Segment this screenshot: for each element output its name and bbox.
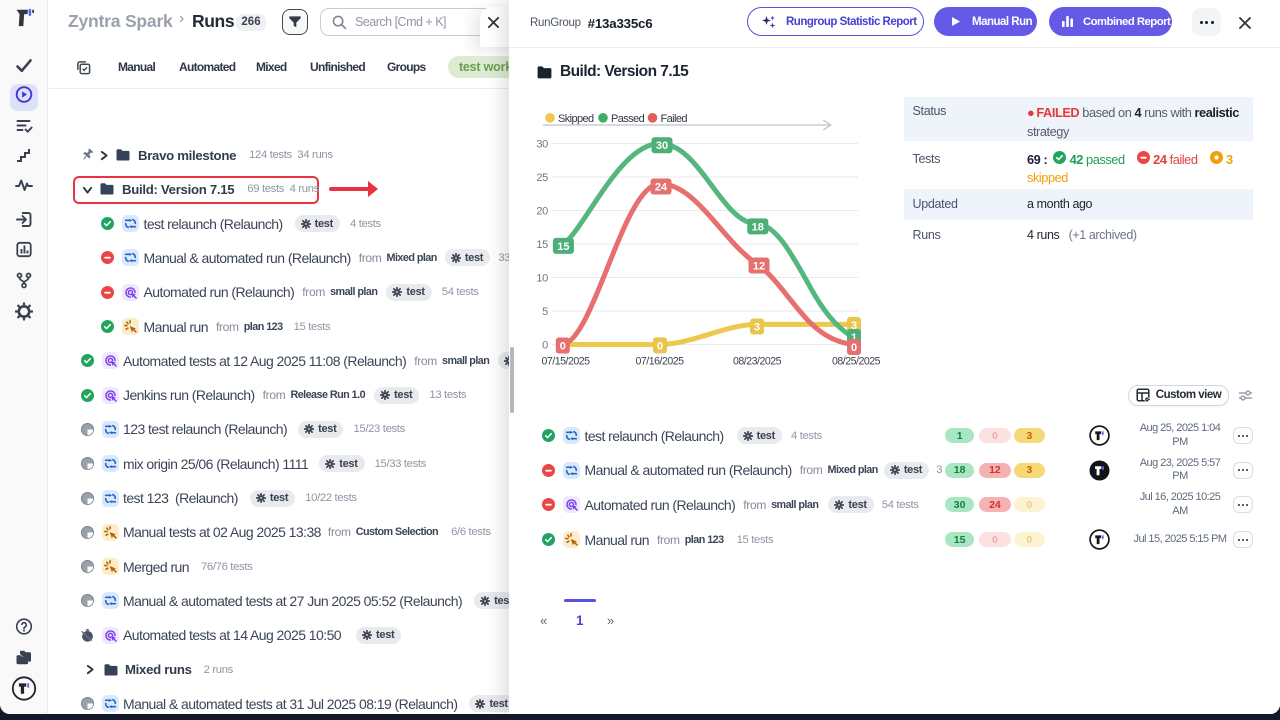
svg-text:3: 3 xyxy=(851,320,857,332)
svg-text:18: 18 xyxy=(752,221,764,233)
svg-text:Failed: Failed xyxy=(661,113,688,125)
svg-text:Skipped: Skipped xyxy=(558,113,594,125)
svg-text:15: 15 xyxy=(536,239,548,251)
svg-text:07/16/2025: 07/16/2025 xyxy=(635,356,684,368)
svg-text:0: 0 xyxy=(560,341,566,353)
svg-text:07/15/2025: 07/15/2025 xyxy=(541,356,590,368)
svg-text:25: 25 xyxy=(536,172,548,184)
svg-text:30: 30 xyxy=(656,140,668,152)
svg-text:0: 0 xyxy=(657,340,663,352)
svg-text:5: 5 xyxy=(542,306,548,318)
svg-text:Passed: Passed xyxy=(611,113,645,125)
svg-text:3: 3 xyxy=(754,322,760,334)
svg-text:12: 12 xyxy=(753,261,765,273)
svg-text:10: 10 xyxy=(536,273,548,285)
svg-text:15: 15 xyxy=(557,241,569,253)
svg-text:1: 1 xyxy=(851,332,857,344)
svg-text:24: 24 xyxy=(655,182,668,194)
svg-text:08/23/2025: 08/23/2025 xyxy=(733,356,782,368)
svg-text:08/25/2025: 08/25/2025 xyxy=(832,356,881,368)
svg-text:20: 20 xyxy=(536,206,548,218)
svg-text:0: 0 xyxy=(542,340,548,352)
svg-text:0: 0 xyxy=(851,342,857,354)
svg-text:30: 30 xyxy=(536,139,548,151)
